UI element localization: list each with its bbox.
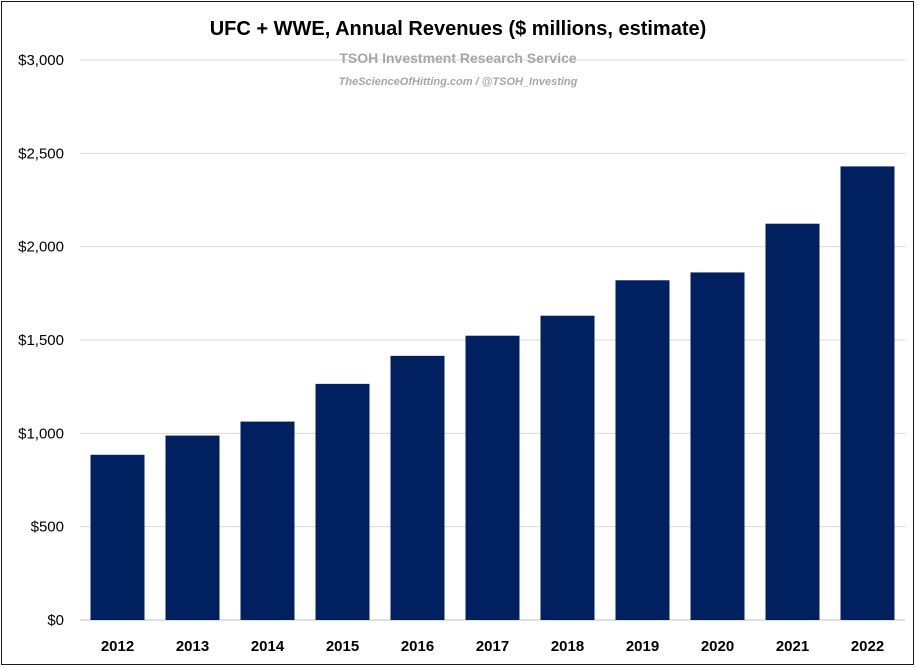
bar-2021 (765, 223, 820, 620)
y-tick-label: $1,500 (18, 332, 64, 349)
bar-2013 (165, 435, 220, 620)
x-tick-label: 2012 (101, 638, 134, 655)
bar-2017 (465, 335, 520, 620)
y-tick-label: $2,500 (18, 145, 64, 162)
y-axis-ticks: $0 $500 $1,000 $1,500 $2,000 $2,500 $3,000 (18, 52, 64, 629)
bar-2014 (240, 421, 295, 620)
x-tick-label: 2015 (326, 638, 359, 655)
bars (90, 166, 895, 620)
x-tick-label: 2022 (851, 638, 884, 655)
chart-source: TheScienceOfHitting.com / @TSOH_Investin… (339, 76, 578, 88)
bar-2020 (690, 272, 745, 620)
chart-subtitle: TSOH Investment Research Service (339, 50, 577, 66)
bar-2012 (90, 454, 145, 620)
y-tick-label: $0 (47, 612, 64, 629)
bar-2022 (840, 166, 895, 620)
y-tick-label: $2,000 (18, 239, 64, 256)
y-tick-label: $3,000 (18, 52, 64, 69)
x-tick-label: 2020 (701, 638, 734, 655)
bar-2018 (540, 315, 595, 620)
x-tick-label: 2018 (551, 638, 584, 655)
y-tick-label: $1,000 (18, 425, 64, 442)
x-tick-label: 2013 (176, 638, 209, 655)
bar-2015 (315, 383, 370, 620)
x-tick-label: 2016 (401, 638, 434, 655)
bar-2016 (390, 355, 445, 620)
x-tick-label: 2021 (776, 638, 809, 655)
chart-title: UFC + WWE, Annual Revenues ($ millions, … (210, 18, 707, 40)
x-tick-label: 2019 (626, 638, 659, 655)
bar-2019 (615, 280, 670, 620)
x-tick-label: 2014 (251, 638, 285, 655)
x-axis-ticks: 2012 2013 2014 2015 2016 2017 2018 2019 2020 2021… (101, 638, 884, 655)
y-tick-label: $500 (31, 519, 64, 536)
x-tick-label: 2017 (476, 638, 509, 655)
